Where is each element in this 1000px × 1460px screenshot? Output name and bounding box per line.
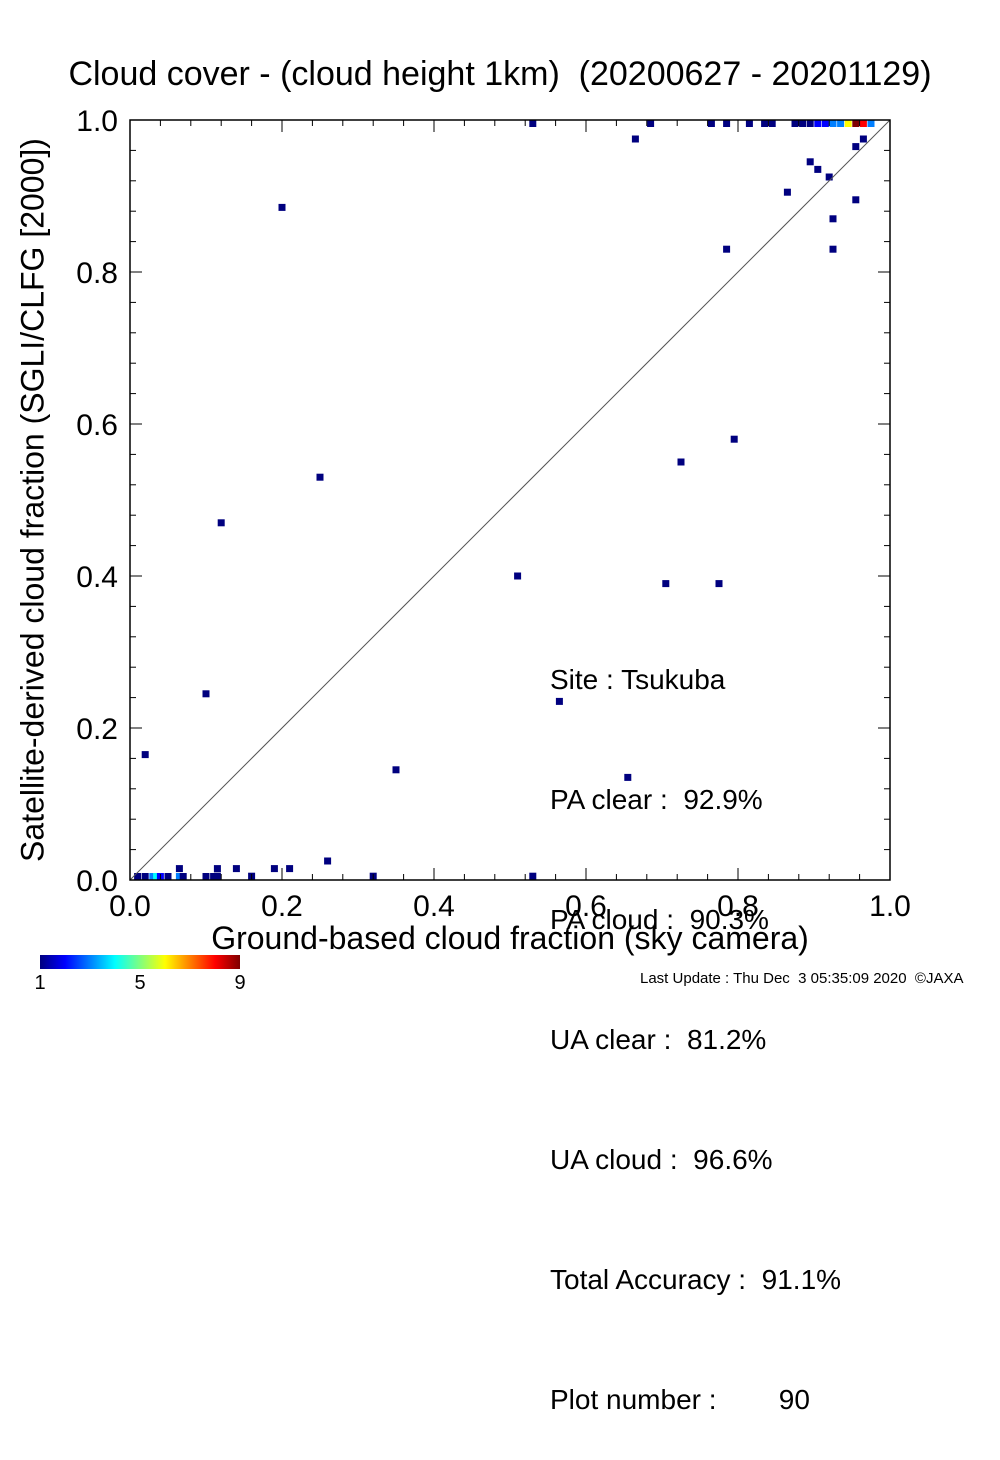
data-point	[202, 873, 210, 880]
data-point	[164, 873, 172, 880]
colorbar-label-max: 9	[234, 972, 246, 994]
data-point	[707, 120, 715, 127]
x-tick-label: 0.6	[565, 890, 607, 923]
data-point	[514, 572, 522, 580]
data-point	[852, 196, 860, 204]
data-point	[202, 690, 210, 698]
data-point	[153, 873, 161, 880]
data-point	[806, 158, 814, 166]
data-point	[859, 135, 867, 143]
ticks-layer: 0.00.0 0.2 0.2 0.4 0.4 0.6 0.6 0.8 0.8 1.0 1.0	[76, 105, 911, 923]
stat-site: Site : Tsukuba	[550, 664, 726, 695]
y-tick-label: 1.0	[76, 105, 118, 138]
stats-box: Site : Tsukuba PA clear : 92.9% PA cloud…	[550, 580, 841, 1460]
x-tick-label: 0.2	[261, 890, 303, 923]
data-point	[730, 435, 738, 443]
data-point	[529, 872, 537, 880]
data-point	[768, 120, 776, 127]
data-point	[829, 215, 837, 223]
data-point	[745, 120, 753, 127]
last-update-footer: Last Update : Thu Dec 3 05:35:09 2020 ©J…	[640, 970, 964, 987]
data-point	[631, 135, 639, 143]
y-tick-label: 0.8	[76, 257, 118, 290]
data-point	[791, 120, 799, 127]
colorbar-label-mid: 5	[134, 972, 146, 994]
data-point	[141, 751, 149, 759]
data-point	[286, 865, 294, 873]
x-tick-label: 0.8	[717, 890, 759, 923]
stat-ua-cloud: UA cloud : 96.6%	[550, 1144, 773, 1175]
data-point	[825, 173, 833, 181]
data-point	[677, 458, 685, 466]
x-tick-label: 1.0	[869, 890, 911, 923]
data-point	[316, 473, 324, 481]
data-point	[217, 519, 225, 527]
plot-frame	[129, 119, 891, 881]
data-point	[232, 865, 240, 873]
data-point	[844, 120, 852, 127]
data-point	[829, 120, 837, 127]
data-point	[783, 188, 791, 196]
data-point	[270, 865, 278, 873]
data-point	[175, 865, 183, 873]
colorbar-gradient	[40, 955, 240, 969]
data-point	[867, 120, 875, 127]
y-tick-label: 0.4	[76, 561, 118, 594]
points-layer	[134, 120, 875, 880]
data-point	[324, 857, 332, 865]
data-point	[715, 580, 723, 588]
chart-title: Cloud cover - (cloud height 1km) (202006…	[68, 55, 932, 93]
x-axis-label: Ground-based cloud fraction (sky camera)	[211, 920, 809, 956]
data-point	[555, 697, 563, 705]
data-point	[799, 120, 807, 127]
data-point	[829, 245, 837, 253]
data-point	[134, 873, 142, 880]
data-point	[392, 766, 400, 774]
y-tick-label: 0.2	[76, 713, 118, 746]
data-point	[141, 873, 149, 880]
data-point	[852, 143, 860, 151]
data-point	[814, 120, 822, 127]
x-tick-label: 0.4	[413, 890, 455, 923]
data-point	[806, 120, 814, 127]
data-point	[210, 873, 218, 880]
stat-pa-clear: PA clear : 92.9%	[550, 784, 763, 815]
data-point	[175, 873, 183, 880]
data-point	[852, 120, 860, 127]
data-point	[662, 580, 670, 588]
data-point	[179, 873, 187, 880]
scatter-chart: 0.00.0 0.2 0.2 0.4 0.4 0.6 0.6 0.8 0.8 1.0 1.0	[40, 105, 911, 969]
x-tick-label: 0.0	[109, 890, 151, 923]
data-point	[723, 245, 731, 253]
y-axis-label: Satellite-derived cloud fraction (SGLI/C…	[14, 138, 51, 862]
data-point	[761, 120, 769, 127]
data-point	[647, 120, 655, 127]
data-point	[624, 773, 632, 781]
data-point	[278, 203, 286, 211]
data-point	[837, 120, 845, 127]
stat-total-accuracy: Total Accuracy : 91.1%	[550, 1264, 842, 1295]
one-to-one-line	[129, 119, 891, 881]
colorbar	[40, 955, 240, 969]
data-point	[814, 165, 822, 173]
stat-ua-clear: UA clear : 81.2%	[550, 1024, 767, 1055]
data-point	[859, 120, 867, 127]
data-point	[529, 120, 537, 127]
data-point	[723, 120, 731, 127]
y-tick-label: 0.0	[76, 865, 118, 898]
data-point	[213, 865, 221, 873]
data-point	[149, 873, 157, 880]
data-point	[213, 872, 221, 880]
colorbar-label-min: 1	[34, 972, 46, 994]
y-tick-label: 0.6	[76, 409, 118, 442]
data-point	[821, 120, 829, 127]
stat-plot-number: Plot number : 90	[550, 1384, 810, 1415]
stat-pa-cloud: PA cloud : 90.3%	[550, 904, 769, 935]
